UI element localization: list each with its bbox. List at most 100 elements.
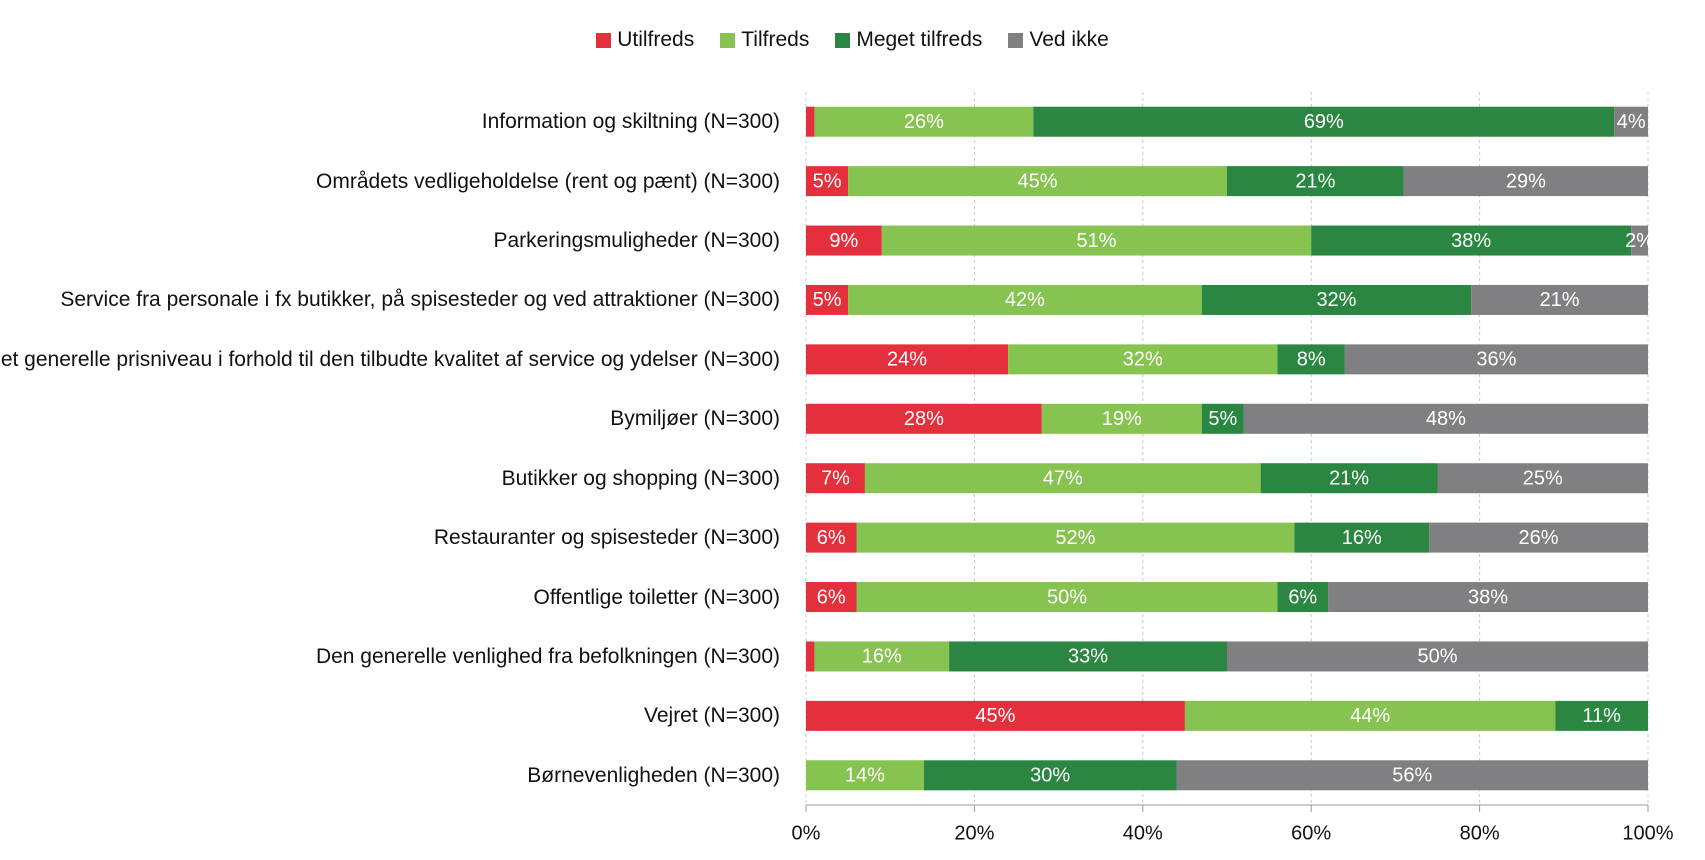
data-label: 36% bbox=[1476, 349, 1516, 371]
data-label: 26% bbox=[1519, 527, 1559, 549]
legend-swatch bbox=[596, 32, 612, 48]
data-label: 16% bbox=[1342, 527, 1382, 549]
bar-segment bbox=[1243, 403, 1648, 434]
x-tick-label: 0% bbox=[792, 822, 821, 844]
data-label: 8% bbox=[1297, 349, 1326, 371]
bar-segment bbox=[806, 225, 882, 256]
data-label: 32% bbox=[1316, 289, 1356, 311]
data-label: 5% bbox=[813, 289, 842, 311]
bar-segment bbox=[864, 463, 1261, 494]
bar-segment bbox=[806, 106, 815, 137]
legend-label: Utilfreds bbox=[617, 28, 695, 51]
data-label: 11% bbox=[1582, 705, 1621, 727]
data-label: 25% bbox=[1523, 467, 1563, 489]
y-tick-label: Restauranter og spisesteder (N=300) bbox=[433, 526, 780, 550]
data-label: 21% bbox=[1540, 289, 1580, 311]
bar-segment bbox=[1403, 166, 1648, 197]
bar-segment bbox=[949, 641, 1227, 672]
bar-segment bbox=[806, 760, 924, 791]
data-label: 6% bbox=[817, 586, 846, 608]
data-label: 56% bbox=[1392, 765, 1432, 787]
legend: Utilfreds Tilfreds Meget tilfreds Ved ikke bbox=[0, 28, 1705, 52]
bar-segment bbox=[806, 463, 865, 494]
legend-label: Ved ikke bbox=[1029, 28, 1109, 51]
bar-segment bbox=[1176, 760, 1648, 791]
legend-label: Tilfreds bbox=[741, 28, 810, 51]
legend-swatch bbox=[720, 32, 736, 48]
legend-item: Ved ikke bbox=[1008, 28, 1109, 52]
data-label: 52% bbox=[1055, 527, 1095, 549]
bar-segment bbox=[1631, 225, 1648, 256]
data-label: 47% bbox=[1043, 467, 1083, 489]
category-row: Det generelle prisniveau i forhold til d… bbox=[0, 331, 780, 387]
bar-segment bbox=[806, 522, 857, 553]
data-label: 45% bbox=[975, 705, 1015, 727]
data-label: 5% bbox=[813, 170, 842, 192]
bar-segment bbox=[806, 403, 1042, 434]
legend-item: Utilfreds bbox=[596, 28, 694, 52]
bar-segment bbox=[1277, 582, 1329, 613]
y-tick-label: Butikker og shopping (N=300) bbox=[501, 466, 780, 490]
data-label: 50% bbox=[1047, 586, 1087, 608]
x-tick-label: 60% bbox=[1291, 822, 1331, 844]
data-label: 50% bbox=[1417, 646, 1457, 668]
bar-segment bbox=[1201, 284, 1472, 315]
data-label: 32% bbox=[1123, 349, 1163, 371]
data-label: 9% bbox=[829, 230, 858, 252]
y-tick-label: Bymiljøer (N=300) bbox=[610, 407, 780, 431]
data-label: 44% bbox=[1350, 705, 1390, 727]
x-tick-label: 20% bbox=[954, 822, 994, 844]
legend-swatch bbox=[1008, 32, 1024, 48]
bar-segment bbox=[814, 641, 950, 672]
category-row: Børnevenligheden (N=300) bbox=[0, 747, 780, 803]
bar-segment bbox=[1277, 344, 1345, 375]
y-tick-label: Den generelle venlighed fra befolkningen… bbox=[315, 644, 780, 668]
bar-segment bbox=[1227, 166, 1404, 197]
data-label: 2% bbox=[1625, 230, 1654, 252]
data-label: 38% bbox=[1468, 586, 1508, 608]
bar-segment bbox=[1201, 403, 1244, 434]
y-tick-label: Offentlige toiletter (N=300) bbox=[533, 585, 781, 609]
data-label: 45% bbox=[1018, 170, 1058, 192]
bar-segment bbox=[1614, 106, 1648, 137]
category-row: Information og skiltning (N=300) bbox=[0, 94, 780, 150]
data-label: 69% bbox=[1304, 111, 1344, 133]
data-label: 29% bbox=[1506, 170, 1546, 192]
data-label: 42% bbox=[1005, 289, 1045, 311]
bar-segment bbox=[806, 700, 1185, 731]
data-label: 21% bbox=[1295, 170, 1335, 192]
data-label: 6% bbox=[1288, 586, 1317, 608]
bar-segment bbox=[1008, 344, 1278, 375]
data-label: 48% bbox=[1426, 408, 1466, 430]
y-tick-label: Det generelle prisniveau i forhold til d… bbox=[0, 347, 780, 371]
bar-segment bbox=[1555, 700, 1648, 731]
x-tick-label: 40% bbox=[1123, 822, 1163, 844]
legend-item: Tilfreds bbox=[720, 28, 809, 52]
y-tick-label: Information og skiltning (N=300) bbox=[481, 110, 780, 134]
bar-segment bbox=[806, 166, 849, 197]
bar-segment bbox=[848, 166, 1227, 197]
bar-segment bbox=[814, 106, 1034, 137]
legend-swatch bbox=[835, 32, 851, 48]
bar-segment bbox=[923, 760, 1177, 791]
bar-segment bbox=[1184, 700, 1556, 731]
data-label: 4% bbox=[1617, 111, 1646, 133]
bar-segment bbox=[806, 284, 849, 315]
y-tick-label: Områdets vedligeholdelse (rent og pænt) … bbox=[316, 169, 780, 193]
category-row: Parkeringsmuligheder (N=300) bbox=[0, 213, 780, 269]
x-tick-label: 100% bbox=[1622, 822, 1673, 844]
y-tick-label: Service fra personale i fx butikker, på … bbox=[60, 288, 780, 312]
data-label: 16% bbox=[862, 646, 902, 668]
data-label: 26% bbox=[904, 111, 944, 133]
bar-segment bbox=[848, 284, 1202, 315]
category-row: Den generelle venlighed fra befolkningen… bbox=[0, 628, 780, 684]
category-row: Offentlige toiletter (N=300) bbox=[0, 569, 781, 625]
data-label: 7% bbox=[821, 467, 850, 489]
bar-segment bbox=[1041, 403, 1202, 434]
bar-segment bbox=[856, 522, 1295, 553]
category-row: Butikker og shopping (N=300) bbox=[0, 450, 780, 506]
bar-segment bbox=[1429, 522, 1648, 553]
y-tick-label: Parkeringsmuligheder (N=300) bbox=[493, 229, 780, 253]
bar-segment bbox=[1227, 641, 1648, 672]
